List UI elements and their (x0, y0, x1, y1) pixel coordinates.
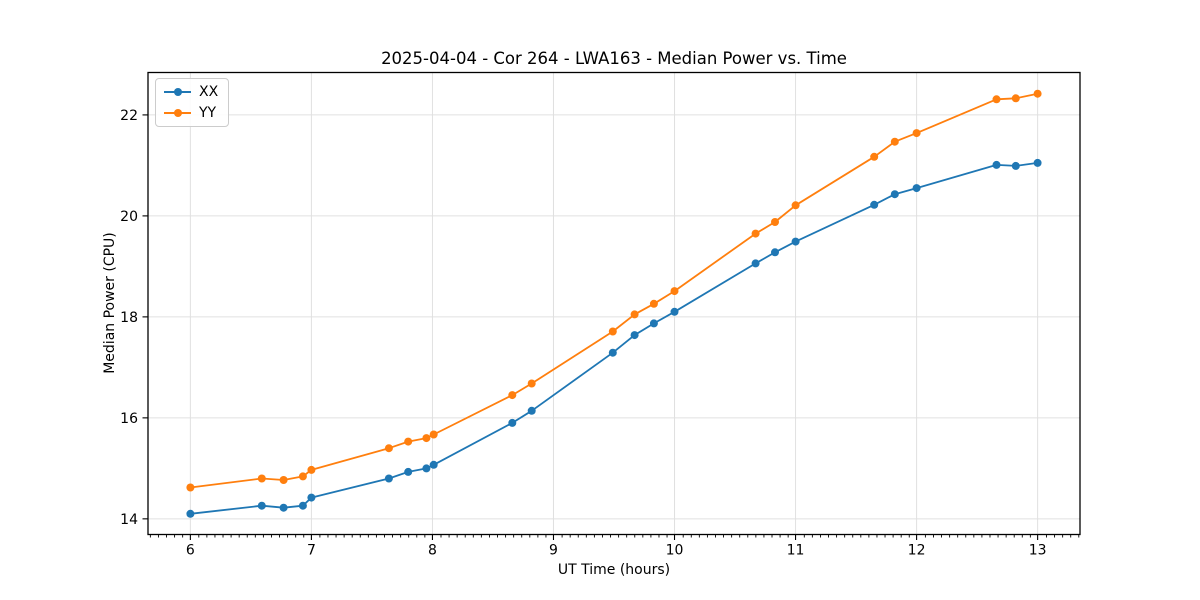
svg-text:16: 16 (120, 411, 138, 427)
xx-line-marker-swatch (164, 91, 191, 93)
legend-label-xx: XX (199, 84, 219, 100)
svg-text:12: 12 (908, 543, 926, 559)
svg-text:22: 22 (120, 108, 138, 124)
svg-text:18: 18 (120, 310, 138, 326)
legend-item-xx: XX (164, 85, 218, 99)
svg-text:11: 11 (787, 543, 805, 559)
svg-text:13: 13 (1029, 543, 1047, 559)
chart-title: 2025-04-04 - Cor 264 - LWA163 - Median P… (381, 49, 847, 68)
legend-item-yy: YY (164, 106, 218, 120)
svg-text:20: 20 (120, 209, 138, 225)
legend: XX YY (155, 78, 230, 127)
y-axis-label: Median Power (CPU) (102, 232, 118, 374)
yy-line-marker-swatch (164, 112, 191, 114)
svg-text:14: 14 (120, 512, 138, 528)
svg-text:8: 8 (428, 543, 437, 559)
svg-text:10: 10 (666, 543, 684, 559)
svg-text:9: 9 (549, 543, 558, 559)
svg-text:7: 7 (307, 543, 316, 559)
legend-label-yy: YY (199, 105, 217, 121)
svg-text:6: 6 (186, 543, 195, 559)
x-axis-label: UT Time (hours) (557, 562, 671, 578)
